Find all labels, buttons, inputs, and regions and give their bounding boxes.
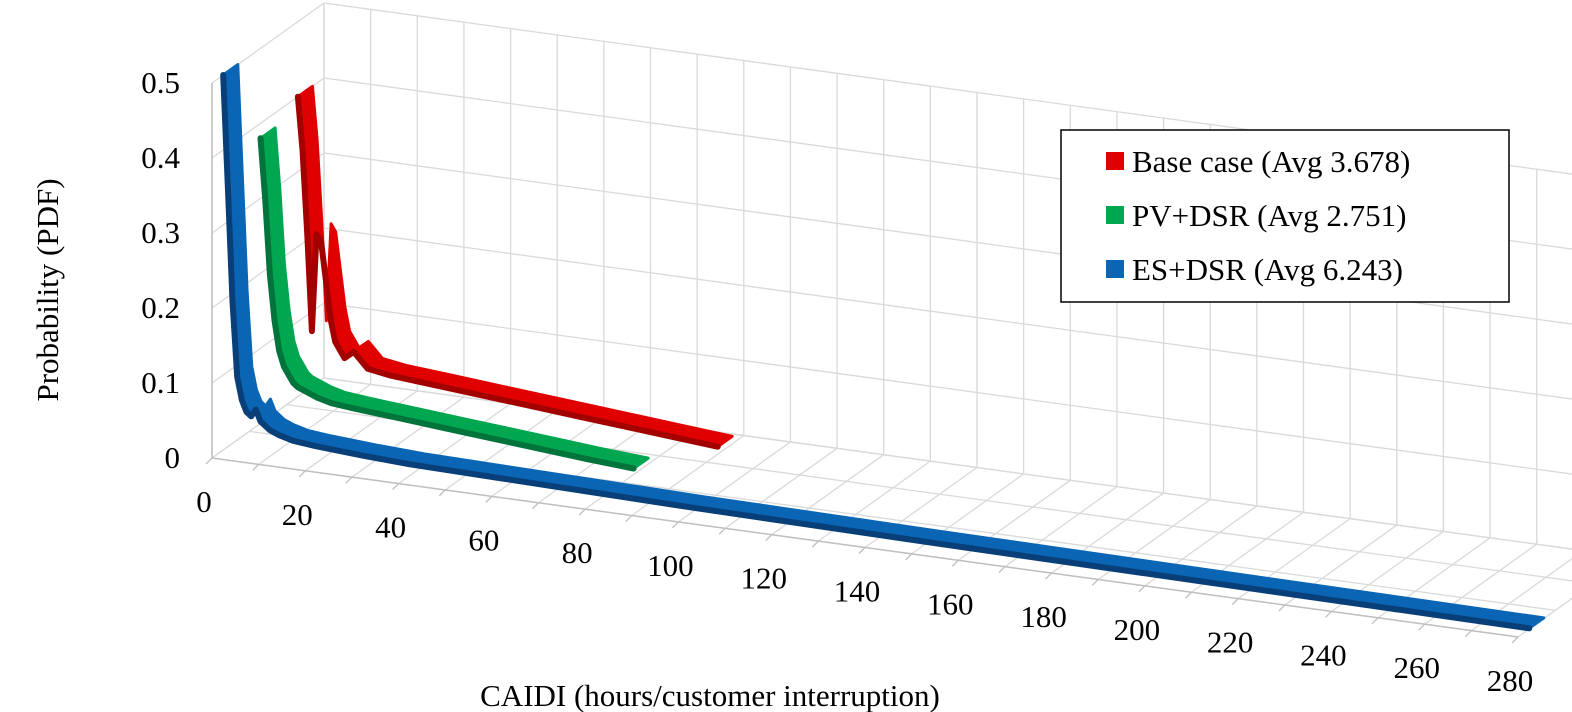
x-tick-mark (1418, 623, 1426, 631)
x-tick-mark (951, 559, 959, 567)
x-tick-mark (1511, 636, 1519, 644)
legend-label-es-dsr: ES+DSR (Avg 6.243) (1132, 252, 1403, 287)
x-tick-mark (1185, 591, 1192, 599)
series-es-dsr (220, 63, 1546, 632)
y-tick-label: 0.3 (141, 215, 180, 250)
x-tick-mark (998, 566, 1006, 574)
legend-label-pv-dsr: PV+DSR (Avg 2.751) (1132, 198, 1406, 233)
y-axis-title: Probability (PDF) (30, 178, 65, 401)
side-wall-grid-line (211, 302, 325, 384)
x-tick-mark (905, 553, 913, 561)
series-ribbon (296, 84, 734, 449)
x-tick-label: 0 (196, 484, 212, 519)
x-tick-label: 60 (468, 522, 499, 557)
grid-line-horizontal (323, 227, 1572, 400)
x-tick-label: 260 (1393, 650, 1440, 685)
x-tick-mark (438, 489, 446, 497)
legend-label-base-case: Base case (Avg 3.678) (1132, 144, 1410, 179)
x-tick-mark (718, 527, 726, 535)
x-tick-label: 100 (647, 548, 694, 583)
x-tick-mark (1045, 572, 1053, 580)
x-tick-mark (205, 457, 213, 465)
x-tick-mark (1231, 598, 1239, 606)
series-front-edge (294, 93, 721, 450)
y-tick-label: 0.5 (141, 65, 180, 100)
grid-line-horizontal (323, 302, 1572, 475)
series-base-case (294, 84, 734, 450)
x-tick-label: 20 (282, 497, 313, 532)
x-tick-mark (858, 547, 866, 554)
x-tick-mark (532, 502, 539, 510)
y-axis-ticks: 0 0.1 0.2 0.3 0.4 0.5 (141, 65, 180, 475)
x-tick-label: 80 (562, 535, 593, 570)
x-tick-mark (298, 470, 306, 478)
x-tick-label: 160 (927, 586, 974, 621)
x-tick-label: 280 (1487, 663, 1534, 698)
plot-area (220, 63, 1546, 632)
y-tick-label: 0.2 (141, 290, 180, 325)
legend-swatch-base-case (1106, 152, 1124, 170)
legend: Base case (Avg 3.678) PV+DSR (Avg 2.751)… (1060, 129, 1510, 303)
floor-grid-line (491, 415, 605, 497)
x-tick-label: 200 (1114, 612, 1161, 647)
x-tick-label: 140 (834, 574, 881, 609)
x-axis-ticks: 0 20 40 60 80 100 120 140 160 180 200 220 240 260 280 (196, 484, 1533, 698)
x-tick-label: 120 (740, 561, 787, 596)
legend-swatch-es-dsr (1106, 260, 1124, 278)
x-tick-mark (1138, 585, 1146, 593)
x-tick-mark (1324, 610, 1332, 618)
floor-grid-line (398, 403, 511, 485)
x-tick-mark (625, 515, 633, 522)
floor-grid-line (444, 409, 558, 491)
x-tick-mark (1464, 630, 1472, 638)
x-tick-mark (1371, 617, 1379, 625)
series-pv-dsr (257, 126, 650, 472)
x-tick-mark (1278, 604, 1286, 612)
floor-grid-line (351, 396, 465, 478)
y-tick-label: 0.1 (141, 365, 180, 400)
x-tick-label: 180 (1020, 599, 1067, 634)
x-tick-mark (392, 483, 400, 491)
x-tick-mark (765, 534, 773, 542)
x-tick-mark (671, 521, 679, 529)
x-tick-label: 40 (375, 510, 406, 545)
x-tick-mark (252, 463, 260, 471)
x-tick-mark (345, 476, 353, 484)
x-tick-mark (1091, 579, 1099, 586)
x-tick-mark (578, 508, 586, 516)
x-tick-label: 240 (1300, 637, 1347, 672)
x-tick-label: 220 (1207, 625, 1254, 660)
x-tick-mark (811, 540, 819, 548)
x-axis-title: CAIDI (hours/customer interruption) (480, 678, 940, 712)
y-tick-label: 0 (165, 440, 181, 475)
y-tick-label: 0.4 (141, 140, 180, 175)
legend-box (1060, 129, 1510, 303)
x-tick-mark (485, 495, 493, 503)
legend-swatch-pv-dsr (1106, 206, 1124, 224)
series-front-edge (220, 72, 1533, 632)
